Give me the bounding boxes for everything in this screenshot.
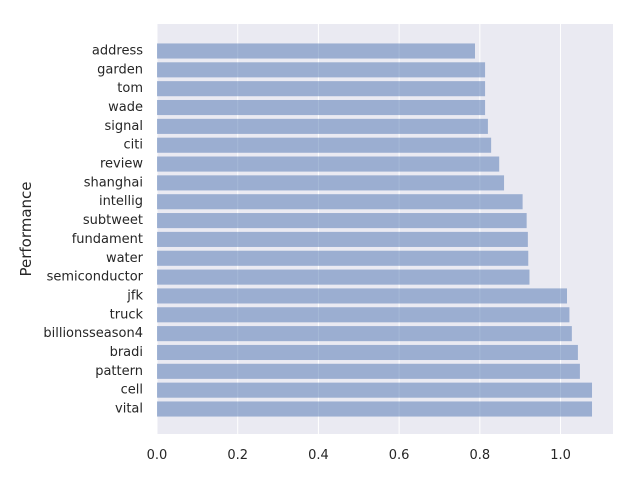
y-axis-label: Performance <box>17 181 35 276</box>
y-tick-label: shanghai <box>84 175 143 190</box>
bar-shanghai <box>157 175 505 191</box>
y-tick-label: cell <box>121 383 143 398</box>
x-tick-labels: 0.0 0.2 0.4 0.6 0.8 1.0 <box>147 448 571 463</box>
bar-review <box>157 156 500 172</box>
bars <box>157 43 593 417</box>
bar-tom <box>157 81 486 97</box>
bar-signal <box>157 118 488 134</box>
x-tick-label: 0.4 <box>308 448 329 463</box>
y-tick-label: fundament <box>72 232 143 247</box>
bar-jfk <box>157 288 567 304</box>
y-tick-label: water <box>106 251 144 266</box>
y-tick-label: jfk <box>126 288 143 303</box>
bar-billionsseason4 <box>157 326 572 342</box>
bar-wade <box>157 99 486 116</box>
bar-vital <box>157 401 593 417</box>
x-tick-label: 0.6 <box>389 448 410 463</box>
bar-cell <box>157 382 593 398</box>
bar-bradi <box>157 344 578 361</box>
y-tick-label: bradi <box>110 345 143 360</box>
y-tick-label: garden <box>97 62 143 77</box>
y-tick-labels: address garden tom wade signal citi review shan… <box>43 44 143 417</box>
x-tick-label: 0.2 <box>227 448 248 463</box>
y-tick-label: vital <box>115 402 143 417</box>
y-tick-label: truck <box>110 307 144 322</box>
bar-subtweet <box>157 213 527 229</box>
y-tick-label: pattern <box>95 364 143 379</box>
bar-semiconductor <box>157 269 530 285</box>
y-tick-label: intellig <box>99 194 143 209</box>
y-tick-label: signal <box>105 119 143 134</box>
y-tick-label: tom <box>117 81 143 96</box>
x-tick-label: 1.0 <box>550 448 571 463</box>
y-tick-label: citi <box>124 138 143 153</box>
bar-garden <box>157 62 486 78</box>
bar-water <box>157 250 529 266</box>
bar-truck <box>157 307 570 323</box>
y-tick-label: billionsseason4 <box>43 326 143 341</box>
x-tick-label: 0.0 <box>147 448 168 463</box>
y-tick-label: subtweet <box>83 213 143 228</box>
x-tick-label: 0.8 <box>469 448 490 463</box>
y-tick-label: semiconductor <box>47 270 144 285</box>
bar-citi <box>157 137 492 153</box>
y-tick-label: address <box>92 44 143 59</box>
bar-address <box>157 43 475 59</box>
y-tick-label: wade <box>108 100 143 115</box>
bar-fundament <box>157 231 528 247</box>
y-tick-label: review <box>100 157 143 172</box>
bar-intellig <box>157 194 523 210</box>
bar-pattern <box>157 363 580 379</box>
